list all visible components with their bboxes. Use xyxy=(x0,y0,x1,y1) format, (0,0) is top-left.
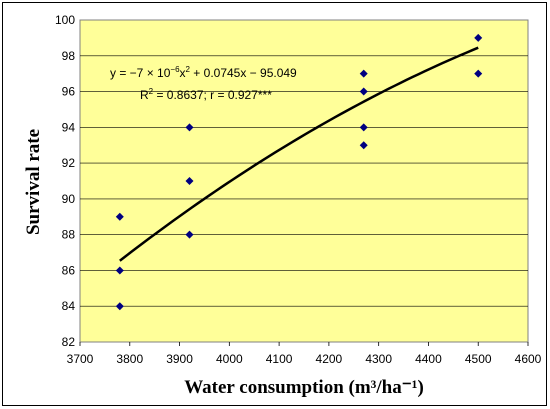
gridlines xyxy=(80,55,528,307)
y-tick-label: 94 xyxy=(62,120,76,134)
y-tick-label: 90 xyxy=(62,192,76,206)
data-point xyxy=(185,177,194,185)
x-tick-label: 4000 xyxy=(216,352,243,366)
data-point xyxy=(115,302,124,311)
data-point xyxy=(474,69,483,78)
x-tick-label: 4200 xyxy=(316,352,343,366)
data-point xyxy=(185,230,194,239)
y-tick-label: 82 xyxy=(62,335,76,349)
data-point xyxy=(359,141,368,150)
data-point xyxy=(185,123,194,132)
y-tick-label: 100 xyxy=(55,13,75,27)
x-tick-label: 4300 xyxy=(365,352,392,366)
y-axis-title: Survival rate xyxy=(23,129,44,235)
equation-label: y = −7 × 10−6x2 + 0.0745x − 95.049 xyxy=(110,65,297,80)
y-tick-label: 84 xyxy=(62,299,76,313)
y-tick-label: 96 xyxy=(62,85,76,99)
data-point xyxy=(359,123,368,132)
data-point xyxy=(115,212,124,221)
x-axis-title: Water consumption (m³/ha⁻¹) xyxy=(184,377,424,398)
y-tick-label: 98 xyxy=(62,49,76,63)
y-tick-label: 92 xyxy=(62,156,76,170)
x-tick-label: 4400 xyxy=(415,352,442,366)
data-point xyxy=(359,87,368,96)
x-tick-label: 3700 xyxy=(67,352,94,366)
x-tick-label: 4100 xyxy=(266,352,293,366)
x-axis-ticks: 3700 3800 3900 4000 4100 4200 4300 4400 4500 4600 xyxy=(67,342,542,366)
x-tick-label: 3800 xyxy=(116,352,143,366)
data-points xyxy=(115,33,483,311)
x-tick-label: 3900 xyxy=(166,352,193,366)
data-point xyxy=(474,33,483,42)
y-axis-ticks: 82 84 86 88 90 92 94 96 98 100 xyxy=(55,13,75,349)
x-tick-label: 4600 xyxy=(515,352,542,366)
x-tick-label: 4500 xyxy=(465,352,492,366)
y-tick-label: 88 xyxy=(62,228,76,242)
r-squared-label: R2 = 0.8637; r = 0.927*** xyxy=(140,87,272,102)
y-tick-label: 86 xyxy=(62,263,76,277)
data-point xyxy=(115,266,124,275)
trendline xyxy=(119,46,479,262)
data-point xyxy=(359,69,368,78)
plot-area xyxy=(79,19,529,343)
